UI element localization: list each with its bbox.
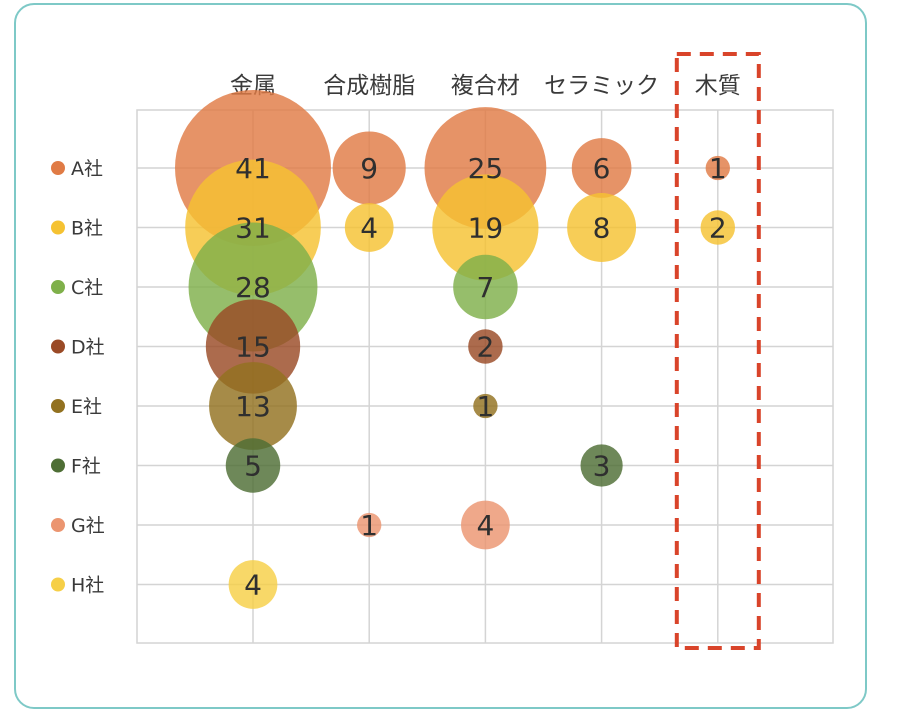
bubble-label: 9 [360, 152, 378, 185]
category-label: 合成樹脂 [323, 73, 415, 99]
bubble [357, 512, 382, 538]
bubble-label: 4 [244, 569, 262, 602]
bubble-label: 8 [593, 212, 611, 245]
bubble-label: 4 [476, 509, 494, 542]
bubble-label: 19 [468, 212, 504, 245]
bubble [580, 444, 623, 487]
legend-label: E社 [71, 396, 102, 418]
category-label: セラミック [544, 73, 659, 99]
bubble-label: 1 [476, 390, 494, 423]
legend-marker [51, 518, 65, 532]
bubble-label: 1 [360, 509, 378, 542]
bubble [453, 254, 518, 320]
bubble [432, 174, 539, 281]
category-label: 木質 [695, 73, 741, 99]
legend-marker [51, 280, 65, 294]
bubble-label: 7 [476, 271, 494, 304]
bubble [705, 155, 730, 181]
bubble-label: 28 [235, 271, 271, 304]
legend-label: D社 [71, 337, 105, 359]
bubble-label: 25 [468, 152, 504, 185]
legend-marker [51, 399, 65, 413]
bubble-label: 4 [360, 212, 378, 245]
bubble-label: 6 [593, 152, 611, 185]
bubble [344, 203, 394, 252]
bubble-label: 2 [476, 331, 494, 364]
bubble-label: 13 [235, 390, 271, 423]
legend-marker [51, 577, 65, 592]
legend-label: C社 [71, 277, 103, 299]
bubble-label: 1 [709, 152, 727, 185]
category-label: 複合材 [451, 73, 520, 99]
bubble [468, 329, 503, 364]
bubble [461, 500, 510, 550]
highlight-box [674, 52, 761, 650]
legend-marker [51, 220, 65, 235]
legend-label: G社 [71, 515, 105, 537]
legend-label: A社 [71, 158, 103, 180]
bubble-label: 31 [235, 212, 271, 245]
legend-marker [51, 458, 65, 473]
legend-marker [51, 161, 65, 175]
bubble-label: 41 [235, 152, 271, 185]
bubble-label: 15 [235, 331, 271, 364]
bubble-label: 2 [709, 212, 727, 245]
bubble [225, 438, 281, 493]
legend-label: B社 [71, 218, 103, 240]
bubble-label: 5 [244, 450, 262, 483]
bubble-label: 3 [593, 450, 611, 483]
bubble [700, 210, 736, 245]
bubble [209, 362, 297, 450]
legend-marker [51, 339, 65, 354]
legend-label: H社 [71, 575, 104, 597]
bubble [228, 560, 278, 609]
bubble [332, 131, 406, 205]
legend-label: F社 [71, 456, 101, 478]
bubble [567, 193, 637, 262]
bubble [473, 393, 498, 419]
bubble [571, 138, 632, 198]
chart-frame [14, 3, 867, 709]
